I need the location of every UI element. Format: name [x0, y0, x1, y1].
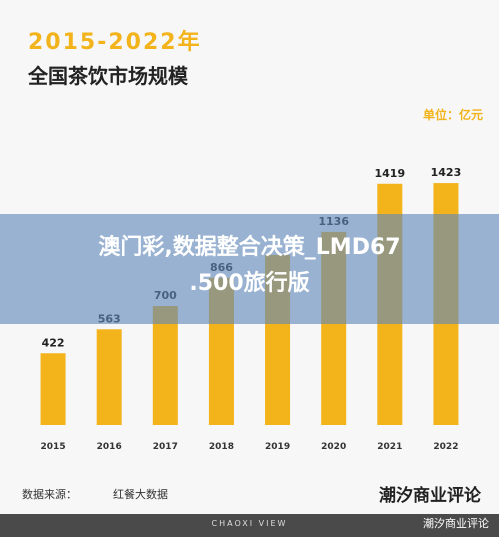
chart-title: 全国茶饮市场规模 [28, 64, 188, 88]
watermark-corner: 潮汐商业评论 [423, 517, 489, 530]
x-tick-2015: 2015 [41, 442, 66, 452]
bar-2017 [152, 306, 178, 425]
footer-band: CHAOXI VIEW [0, 514, 499, 537]
overlay-line-2: .500旅行版 [189, 271, 310, 296]
x-tick-2022: 2022 [433, 442, 458, 452]
chart-year-range: 2015-2022年 [28, 30, 202, 55]
data-label-2015: 422 [42, 336, 65, 349]
watermark-overlay-band [0, 214, 499, 324]
footer-brand-text: CHAOXI VIEW [211, 519, 288, 528]
data-label-2022: 1423 [431, 166, 462, 179]
bar-2015 [40, 353, 66, 425]
x-tick-2019: 2019 [265, 442, 290, 452]
source-name: 红餐大数据 [113, 488, 168, 501]
brand-logo-text: 潮汐商业评论 [379, 486, 481, 506]
data-source: 数据来源： 红餐大数据 [22, 486, 168, 502]
source-label: 数据来源： [22, 488, 77, 501]
bar-2016 [96, 329, 122, 425]
unit-label: 单位：亿元 [422, 108, 483, 122]
x-tick-2016: 2016 [97, 442, 122, 452]
x-tick-2021: 2021 [377, 442, 402, 452]
watermark-overlay-text: 澳门彩,数据整合决策_LMD67 .500旅行版 [0, 230, 499, 302]
x-tick-2018: 2018 [209, 442, 234, 452]
x-tick-2017: 2017 [153, 442, 178, 452]
data-label-2021: 1419 [375, 167, 406, 180]
overlay-line-1: 澳门彩,数据整合决策_LMD67 [98, 235, 401, 260]
x-tick-2020: 2020 [321, 442, 346, 452]
